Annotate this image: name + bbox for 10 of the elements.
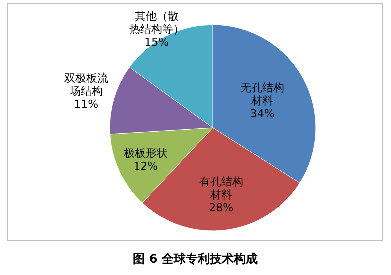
text: 图 6 全球专利技术构成	[133, 252, 258, 266]
data-label: 12%	[134, 160, 158, 174]
data-label: 11%	[74, 98, 99, 112]
data-label: 28%	[209, 201, 234, 214]
data-label: 34%	[250, 108, 275, 121]
slice-label: 双极板流场结构	[64, 72, 108, 98]
slice-label: 无孔结构材料	[240, 82, 285, 108]
slice-label: 其他（散热结构等）	[129, 10, 184, 36]
slice-label: 有孔结构材料	[199, 175, 244, 202]
slice-label: 极板形状	[122, 147, 168, 160]
